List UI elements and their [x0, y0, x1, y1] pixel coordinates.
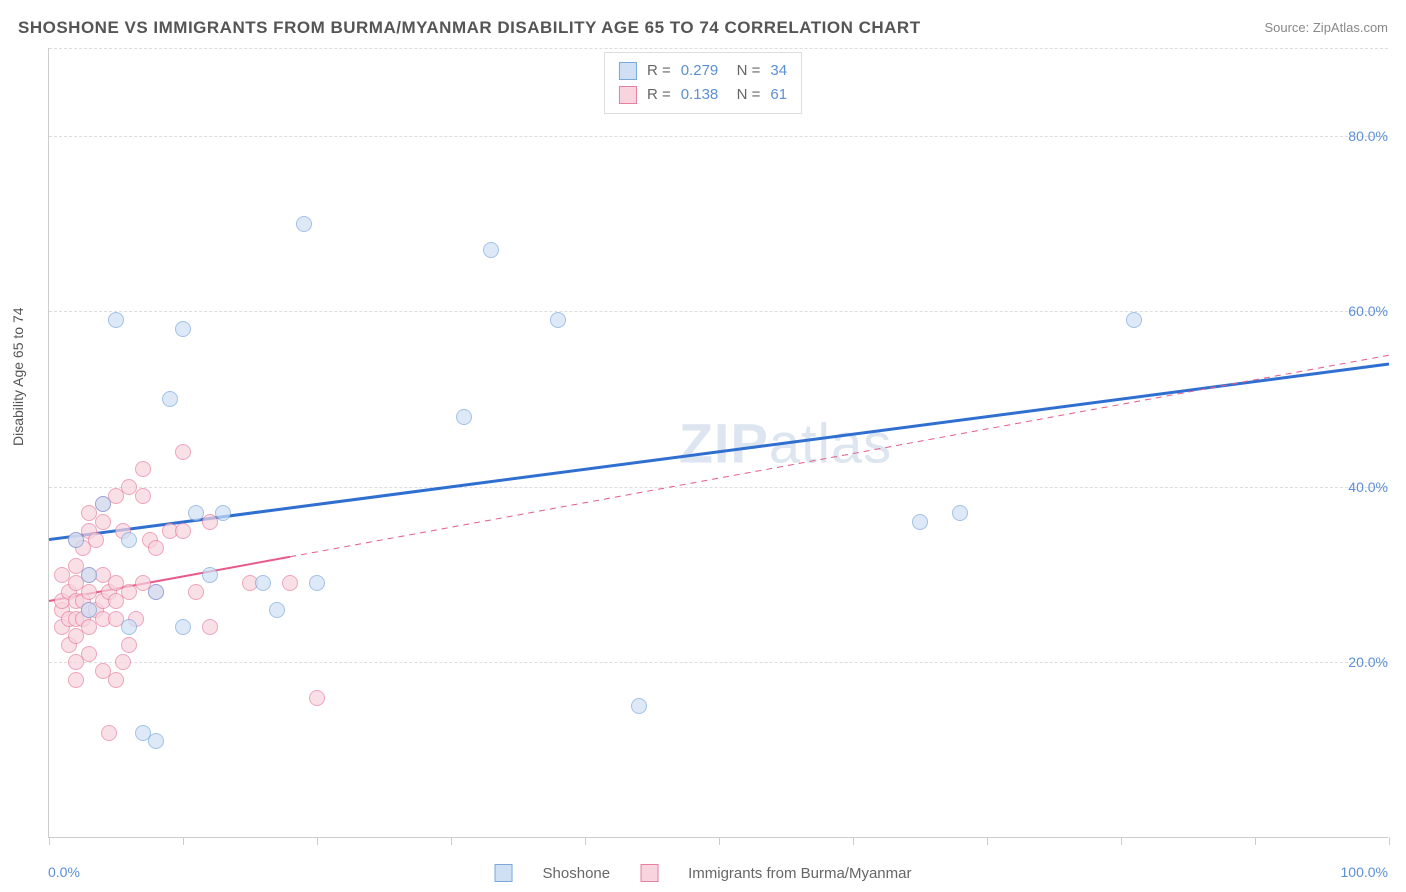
- data-point: [1126, 312, 1142, 328]
- data-point: [95, 496, 111, 512]
- data-point: [95, 514, 111, 530]
- grid-line: [49, 487, 1388, 488]
- grid-line: [49, 311, 1388, 312]
- x-tick: [317, 837, 318, 845]
- data-point: [101, 725, 117, 741]
- data-point: [912, 514, 928, 530]
- x-tick-max: 100.0%: [1341, 864, 1388, 880]
- data-point: [309, 690, 325, 706]
- grid-line: [49, 136, 1388, 137]
- data-point: [148, 584, 164, 600]
- grid-line: [49, 48, 1388, 49]
- data-point: [175, 444, 191, 460]
- source-label: Source: ZipAtlas.com: [1264, 20, 1388, 35]
- data-point: [121, 532, 137, 548]
- data-point: [215, 505, 231, 521]
- legend-stats-row-1: R = 0.279 N = 34: [619, 59, 787, 83]
- data-point: [309, 575, 325, 591]
- x-tick: [853, 837, 854, 845]
- r-label-2: R =: [647, 83, 671, 107]
- data-point: [175, 619, 191, 635]
- data-point: [952, 505, 968, 521]
- data-point: [282, 575, 298, 591]
- data-point: [81, 646, 97, 662]
- data-point: [202, 567, 218, 583]
- trend-lines: [49, 48, 1389, 838]
- legend-bottom-label-2: Immigrants from Burma/Myanmar: [688, 865, 911, 882]
- data-point: [81, 602, 97, 618]
- data-point: [68, 672, 84, 688]
- x-tick: [987, 837, 988, 845]
- x-tick: [1389, 837, 1390, 845]
- y-axis-label: Disability Age 65 to 74: [10, 307, 26, 446]
- data-point: [188, 584, 204, 600]
- y-tick-label: 40.0%: [1348, 479, 1388, 495]
- data-point: [175, 321, 191, 337]
- x-tick: [451, 837, 452, 845]
- x-tick: [1121, 837, 1122, 845]
- data-point: [255, 575, 271, 591]
- data-point: [135, 461, 151, 477]
- data-point: [296, 216, 312, 232]
- data-point: [88, 532, 104, 548]
- x-tick-min: 0.0%: [48, 864, 80, 880]
- data-point: [115, 654, 131, 670]
- n-label-2: N =: [728, 83, 760, 107]
- data-point: [188, 505, 204, 521]
- data-point: [162, 391, 178, 407]
- swatch-bottom-1: [495, 864, 513, 882]
- data-point: [631, 698, 647, 714]
- data-point: [68, 532, 84, 548]
- x-tick: [585, 837, 586, 845]
- data-point: [121, 637, 137, 653]
- x-tick: [1255, 837, 1256, 845]
- grid-line: [49, 662, 1388, 663]
- y-tick-label: 60.0%: [1348, 303, 1388, 319]
- swatch-series-2: [619, 86, 637, 104]
- n-label-1: N =: [728, 59, 760, 83]
- data-point: [456, 409, 472, 425]
- x-tick: [719, 837, 720, 845]
- data-point: [202, 619, 218, 635]
- data-point: [135, 488, 151, 504]
- watermark-bold: ZIP: [679, 411, 769, 474]
- swatch-series-1: [619, 62, 637, 80]
- r-label-1: R =: [647, 59, 671, 83]
- r-value-1: 0.279: [681, 59, 719, 83]
- data-point: [108, 312, 124, 328]
- r-value-2: 0.138: [681, 83, 719, 107]
- data-point: [175, 523, 191, 539]
- data-point: [550, 312, 566, 328]
- y-tick-label: 20.0%: [1348, 654, 1388, 670]
- data-point: [81, 567, 97, 583]
- x-tick: [49, 837, 50, 845]
- chart-container: SHOSHONE VS IMMIGRANTS FROM BURMA/MYANMA…: [0, 0, 1406, 892]
- legend-series: Shoshone Immigrants from Burma/Myanmar: [495, 864, 912, 882]
- legend-stats: R = 0.279 N = 34 R = 0.138 N = 61: [604, 52, 802, 114]
- plot-area: ZIPatlas: [48, 48, 1388, 838]
- chart-title: SHOSHONE VS IMMIGRANTS FROM BURMA/MYANMA…: [18, 18, 921, 38]
- n-value-2: 61: [770, 83, 787, 107]
- data-point: [148, 540, 164, 556]
- y-tick-label: 80.0%: [1348, 128, 1388, 144]
- data-point: [108, 672, 124, 688]
- legend-stats-row-2: R = 0.138 N = 61: [619, 83, 787, 107]
- n-value-1: 34: [770, 59, 787, 83]
- data-point: [269, 602, 285, 618]
- watermark-rest: atlas: [769, 411, 892, 474]
- watermark: ZIPatlas: [679, 410, 892, 475]
- swatch-bottom-2: [640, 864, 658, 882]
- data-point: [483, 242, 499, 258]
- data-point: [121, 619, 137, 635]
- legend-bottom-label-1: Shoshone: [543, 865, 611, 882]
- data-point: [148, 733, 164, 749]
- x-tick: [183, 837, 184, 845]
